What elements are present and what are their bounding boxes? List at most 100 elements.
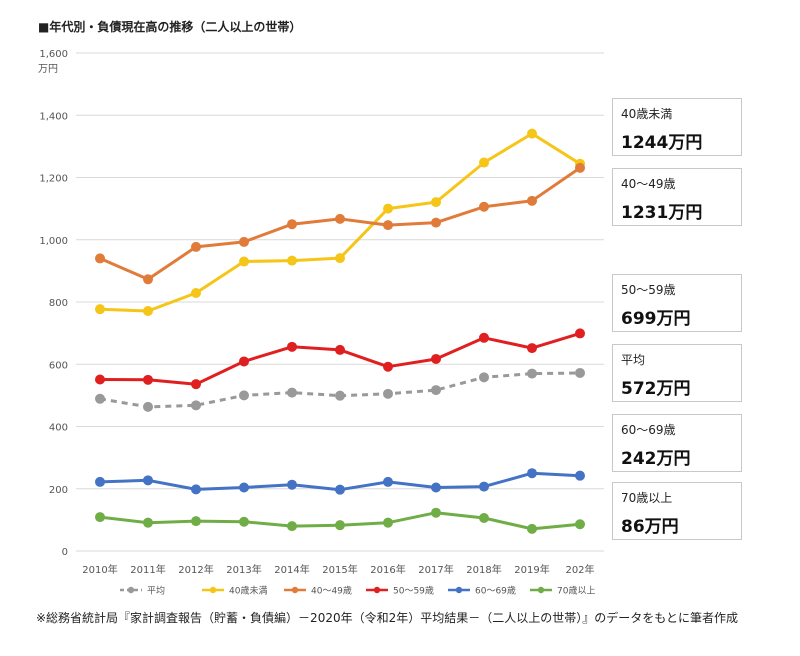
data-point — [335, 253, 345, 264]
data-point — [287, 521, 297, 532]
legend-marker — [209, 586, 217, 594]
data-point — [335, 390, 345, 401]
y-tick-label: 1,000 — [39, 236, 68, 247]
callout-40s: 40～49歳 1231万円 — [612, 168, 742, 226]
callout-label: 平均 — [621, 353, 646, 367]
data-point — [383, 388, 393, 399]
x-tick-label: 2017年 — [418, 563, 453, 576]
y-axis-unit: 万円 — [38, 64, 58, 75]
data-point — [191, 287, 201, 298]
data-point — [575, 367, 585, 378]
y-tick-label: 800 — [49, 298, 68, 309]
data-point — [191, 241, 201, 252]
x-tick-label: 2014年 — [274, 563, 309, 576]
series-lines — [95, 128, 585, 534]
callout-value: 242万円 — [621, 449, 691, 469]
series-3 — [95, 328, 585, 390]
legend-marker — [127, 586, 135, 594]
data-point — [527, 368, 537, 379]
data-point — [143, 306, 153, 317]
legend-label: 40～49歳 — [311, 585, 352, 597]
data-point — [191, 400, 201, 411]
data-point — [575, 162, 585, 173]
data-point — [191, 516, 201, 527]
series-line — [99, 371, 581, 409]
source-note: ※総務省統計局『家計調査報告（貯蓄・負債編）－2020年（令和2年）平均結果－（… — [36, 611, 738, 625]
data-point — [143, 517, 153, 528]
data-point — [383, 361, 393, 372]
legend-marker — [373, 586, 381, 594]
data-point — [95, 304, 105, 315]
data-point — [527, 468, 537, 479]
x-tick-label: 2018年 — [466, 563, 501, 576]
data-point — [479, 157, 489, 168]
x-tick-label: 2012年 — [178, 563, 213, 576]
data-point — [335, 520, 345, 531]
data-point — [383, 517, 393, 528]
x-tick-label: 2015年 — [322, 563, 357, 576]
legend-label: 70歳以上 — [557, 585, 595, 597]
callout-label: 40～49歳 — [621, 177, 676, 191]
data-point — [431, 482, 441, 493]
data-point — [383, 220, 393, 231]
callout-60s: 60～69歳 242万円 — [612, 414, 742, 472]
data-point — [95, 253, 105, 264]
data-point — [431, 217, 441, 228]
legend-label: 60～69歳 — [475, 585, 516, 597]
callout-value: 572万円 — [621, 379, 691, 399]
data-point — [431, 197, 441, 208]
data-point — [191, 379, 201, 390]
data-point — [239, 236, 249, 247]
data-point — [335, 484, 345, 495]
data-point — [287, 255, 297, 266]
x-tick-label: 2010年 — [82, 563, 117, 576]
y-tick-label: 200 — [49, 485, 68, 496]
data-point — [191, 484, 201, 495]
data-point — [575, 328, 585, 339]
x-tick-label: 2011年 — [130, 563, 165, 576]
callout-average: 平均 572万円 — [612, 344, 742, 402]
data-point — [527, 128, 537, 139]
data-point — [239, 516, 249, 527]
data-point — [527, 343, 537, 354]
x-tick-label: 2013年 — [226, 563, 261, 576]
data-point — [239, 390, 249, 401]
y-tick-label: 1,400 — [39, 111, 68, 122]
callout-70-plus: 70歳以上 86万円 — [612, 482, 742, 540]
callout-value: 1244万円 — [621, 133, 703, 153]
data-point — [95, 374, 105, 385]
data-point — [335, 344, 345, 355]
callout-value: 699万円 — [621, 309, 691, 329]
data-point — [287, 219, 297, 230]
series-5 — [95, 507, 585, 534]
data-point — [479, 481, 489, 492]
x-tick-label: 202年 — [565, 563, 594, 576]
data-point — [527, 195, 537, 206]
data-point — [335, 213, 345, 224]
chart-title: ■年代別・負債現在高の推移（二人以上の世帯） — [38, 20, 302, 34]
legend: 平均 40歳未満 40～49歳 50～59歳 60～69歳 70歳以上 — [120, 585, 595, 597]
data-point — [479, 201, 489, 212]
data-point — [479, 332, 489, 343]
legend-label: 40歳未満 — [229, 585, 267, 597]
x-tick-label: 2019年 — [514, 563, 549, 576]
callout-label: 40歳未満 — [621, 107, 673, 121]
data-point — [431, 507, 441, 518]
data-point — [479, 372, 489, 383]
data-point — [239, 356, 249, 367]
data-point — [287, 387, 297, 398]
callout-label: 70歳以上 — [621, 491, 673, 505]
series-0 — [95, 367, 585, 412]
data-point — [239, 482, 249, 493]
data-point — [143, 274, 153, 285]
callout-label: 50～59歳 — [621, 283, 676, 297]
legend-marker — [537, 586, 545, 594]
series-2 — [95, 162, 585, 285]
x-tick-label: 2016年 — [370, 563, 405, 576]
data-point — [95, 476, 105, 487]
data-point — [95, 512, 105, 523]
y-tick-label: 0 — [62, 547, 68, 558]
y-tick-label: 400 — [49, 423, 68, 434]
data-point — [143, 401, 153, 412]
data-point — [383, 203, 393, 214]
